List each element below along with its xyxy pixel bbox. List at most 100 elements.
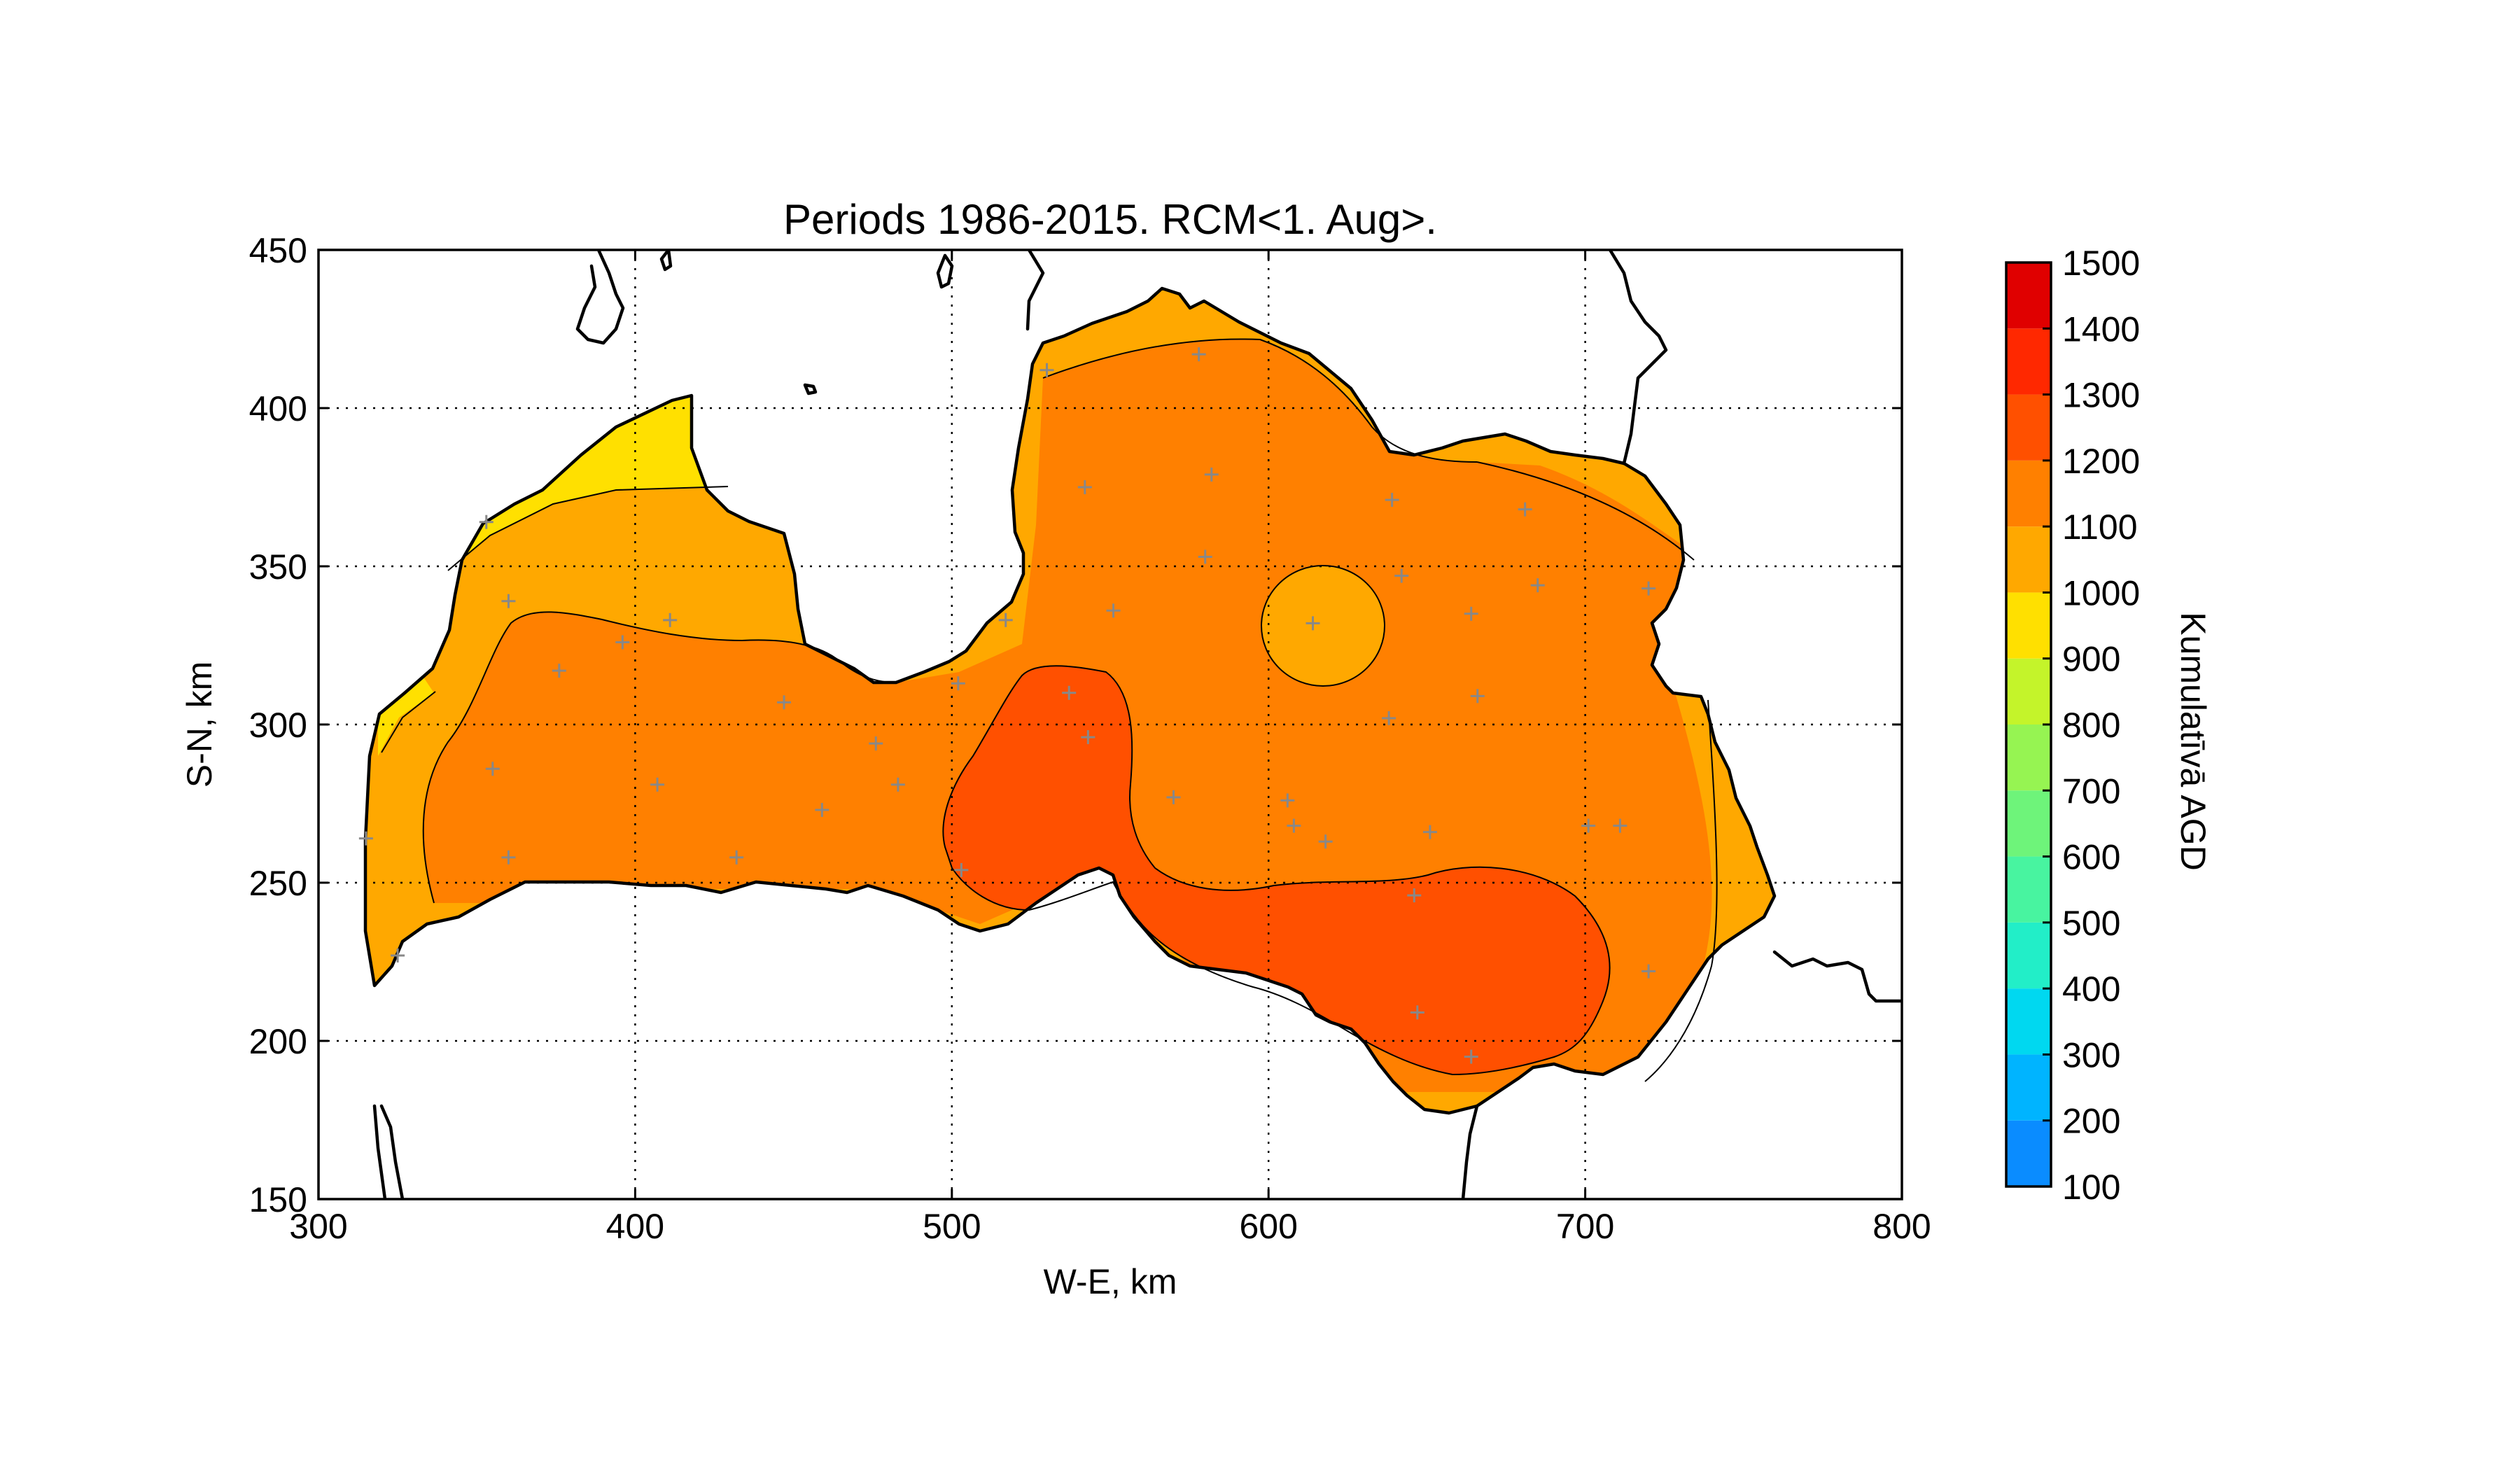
- colorbar-swatch: [2006, 328, 2051, 395]
- colorbar-tick-label: 600: [2062, 838, 2120, 877]
- x-tick-label: 400: [606, 1207, 664, 1246]
- colorbar-swatch: [2006, 1120, 2051, 1186]
- station-marker: [391, 948, 405, 962]
- russia-border: [1772, 950, 1902, 1003]
- station-marker: [1385, 493, 1399, 507]
- y-axis-label: S-N, km: [180, 662, 219, 788]
- station-marker: [1613, 818, 1628, 833]
- region-1200-1300-center: [943, 666, 1610, 1074]
- region-1000-1100-circle: [1261, 566, 1385, 686]
- curonian-spit: [379, 1104, 405, 1199]
- colorbar-label: Kumulatīvā AGD: [2174, 612, 2213, 871]
- y-tick-label: 450: [249, 231, 307, 270]
- station-marker: [951, 676, 965, 691]
- station-marker: [501, 594, 516, 608]
- colorbar-swatch: [2006, 1054, 2051, 1121]
- x-axis-ticks: 300 400 500 600 700 800: [289, 250, 1931, 1246]
- colorbar-swatch: [2006, 856, 2051, 923]
- station-marker: [815, 803, 830, 818]
- station-marker: [615, 635, 630, 650]
- y-tick-label: 400: [249, 389, 307, 428]
- station-marker: [1464, 1049, 1478, 1064]
- station-marker: [777, 695, 792, 710]
- y-axis-ticks: 150 200 250 300 350 400 450: [249, 231, 1902, 1219]
- contour-line-1000-nw: [447, 486, 729, 571]
- colorbar-tick-label: 1000: [2062, 573, 2140, 612]
- colorbar-tick-label: 1300: [2062, 376, 2140, 415]
- colorbar-tick-label: 800: [2062, 706, 2120, 745]
- contour-lines: [381, 338, 1718, 1082]
- station-marker: [552, 664, 566, 678]
- estonia-coast: [1026, 250, 1045, 331]
- station-marker: [1306, 616, 1320, 631]
- x-axis-label: W-E, km: [1044, 1262, 1177, 1301]
- lithuania-coast: [372, 1104, 387, 1199]
- y-tick-label: 150: [249, 1180, 307, 1219]
- station-marker: [1518, 502, 1532, 517]
- colorbar: [2005, 261, 2052, 1188]
- station-marker: [1318, 834, 1333, 849]
- x-tick-label: 700: [1556, 1207, 1614, 1246]
- saaremaa-coast: [575, 250, 625, 345]
- colorbar-tick-label: 500: [2062, 904, 2120, 943]
- station-marker: [1407, 888, 1422, 903]
- colorbar-tick-label: 700: [2062, 771, 2120, 811]
- island-small: [936, 253, 954, 289]
- station-marker: [954, 862, 969, 877]
- contour-line-1100-east: [1476, 461, 1695, 561]
- estonia-border: [1608, 250, 1668, 465]
- station-marker: [1642, 581, 1656, 596]
- station-marker: [1106, 603, 1121, 618]
- x-tick-label: 600: [1239, 1207, 1297, 1246]
- station-marker: [1204, 467, 1219, 482]
- station-marker: [1077, 480, 1092, 494]
- colorbar-swatch: [2006, 262, 2051, 329]
- y-tick-label: 300: [249, 706, 307, 745]
- station-marker: [1382, 710, 1396, 725]
- station-marker: [501, 850, 516, 864]
- colorbar-swatch: [2006, 724, 2051, 791]
- colorbar-tick-label: 1100: [2062, 507, 2138, 547]
- y-tick-label: 200: [249, 1022, 307, 1061]
- x-tick-label: 300: [289, 1207, 347, 1246]
- station-marker: [1062, 685, 1077, 700]
- colorbar-tick-label: 100: [2062, 1168, 2120, 1207]
- colorbar-swatch: [2006, 658, 2051, 724]
- y-tick-label: 250: [249, 864, 307, 903]
- colorbar-swatch: [2006, 790, 2051, 857]
- island-coast: [659, 250, 673, 272]
- colorbar-swatch: [2006, 394, 2051, 461]
- station-marker: [1040, 363, 1054, 377]
- colorbar-swatch: [2006, 592, 2051, 659]
- station-marker: [1470, 689, 1485, 704]
- contour-line-1100: [422, 611, 897, 904]
- colorbar-swatch: [2006, 526, 2051, 593]
- belarus-border: [1461, 1104, 1479, 1199]
- station-marker: [1287, 818, 1301, 833]
- colorbar-tick-label: 300: [2062, 1035, 2120, 1074]
- colorbar-tick-label: 1200: [2062, 442, 2140, 481]
- station-marker: [663, 612, 678, 627]
- station-marker: [890, 777, 905, 792]
- station-marker: [1280, 793, 1295, 808]
- colorbar-tick-label: 400: [2062, 969, 2120, 1009]
- contour-line-1000-w: [381, 691, 436, 753]
- station-marker: [485, 762, 500, 776]
- station-marker: [1410, 1005, 1424, 1020]
- region-900-1000-west: [378, 672, 434, 756]
- colorbar-tick-label: 900: [2062, 640, 2120, 679]
- island-tiny: [803, 383, 818, 396]
- station-marker: [1394, 568, 1409, 583]
- station-marker: [1198, 550, 1212, 564]
- colorbar-tick-label: 1500: [2062, 244, 2140, 283]
- station-marker: [1581, 818, 1596, 833]
- station-marker: [479, 514, 493, 529]
- x-tick-label: 800: [1872, 1207, 1931, 1246]
- station-marker: [1191, 347, 1206, 362]
- station-marker: [358, 831, 373, 846]
- station-markers: [358, 347, 1656, 1064]
- contour-line-circle: [1261, 565, 1385, 687]
- y-tick-label: 350: [249, 547, 307, 587]
- station-marker: [729, 850, 744, 864]
